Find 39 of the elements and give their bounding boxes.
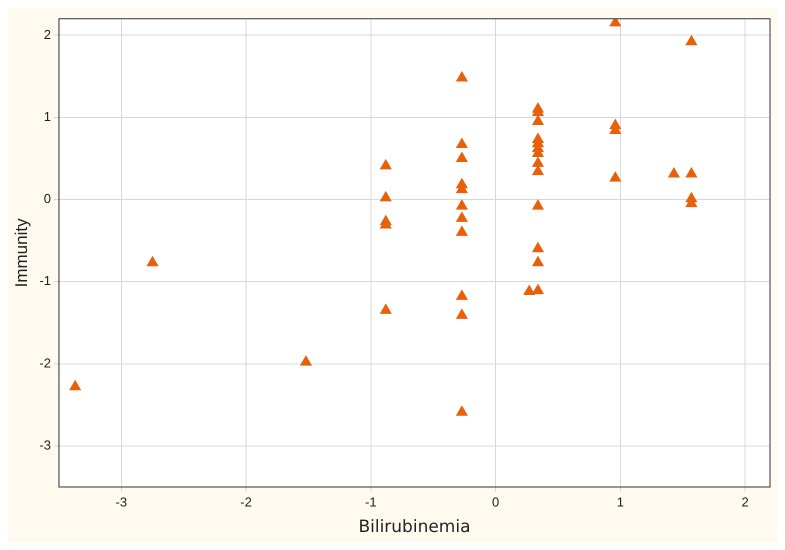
point: [380, 190, 392, 202]
point: [380, 158, 392, 170]
x-tick-label: 1: [616, 494, 624, 510]
x-tick-label: -3: [116, 494, 128, 510]
point: [523, 284, 536, 296]
point: [532, 242, 544, 252]
y-tick-label: -2: [39, 355, 51, 370]
point: [456, 211, 468, 222]
y-tick-label: 0: [44, 191, 51, 206]
y-tick-label: -1: [39, 273, 51, 288]
x-tick-label: -1: [365, 494, 377, 510]
point: [532, 199, 544, 210]
point: [532, 156, 544, 167]
point: [456, 199, 468, 210]
point: [685, 34, 698, 46]
point: [456, 70, 468, 82]
point: [456, 289, 468, 300]
point: [456, 405, 468, 416]
y-tick-label: -3: [39, 438, 51, 453]
point: [456, 308, 468, 319]
point: [456, 225, 468, 236]
point: [668, 167, 680, 178]
point: [300, 355, 312, 366]
point: [456, 151, 468, 162]
point: [456, 137, 468, 148]
x-tick-label: 0: [492, 494, 500, 510]
point: [380, 303, 392, 314]
y-tick-label: 1: [44, 108, 51, 124]
point: [532, 256, 544, 266]
point: [146, 256, 159, 266]
x-axis-title: Bilirubinemia: [358, 517, 471, 538]
y-tick-label: 2: [44, 26, 51, 42]
x-tick-label: 2: [741, 494, 749, 510]
point: [609, 171, 622, 182]
point: [69, 380, 82, 390]
point: [685, 167, 698, 178]
point: [532, 284, 544, 294]
y-axis-title: Immunity: [12, 218, 31, 288]
x-tick-label: -2: [240, 494, 252, 510]
